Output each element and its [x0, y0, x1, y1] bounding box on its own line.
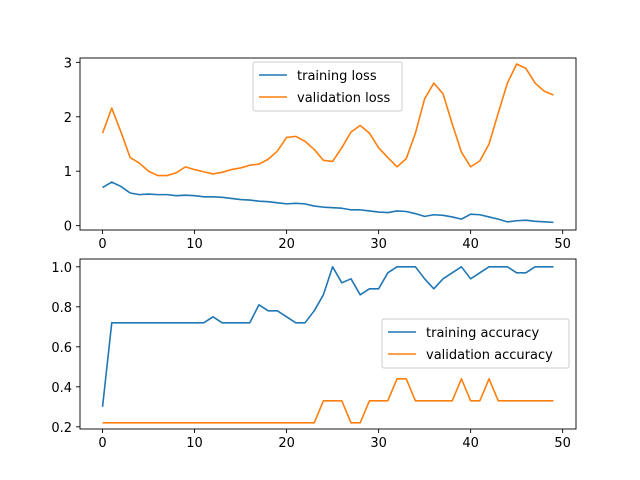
- x-tick-label: 10: [186, 436, 203, 451]
- axes-frame: [79, 57, 577, 231]
- x-tick-label: 0: [98, 237, 106, 252]
- x-tick-label: 20: [278, 237, 295, 252]
- legend-label: training accuracy: [426, 326, 539, 341]
- series-line-training-loss: [102, 181, 554, 224]
- x-tick-label: 40: [462, 436, 479, 451]
- x-tick-label: 40: [462, 237, 479, 252]
- series-line-validation-accuracy: [102, 377, 554, 424]
- series-line-training-accuracy: [101, 265, 554, 407]
- y-tick-label: 1: [64, 165, 72, 180]
- legend-label: validation accuracy: [426, 348, 553, 363]
- legend-label: validation loss: [297, 91, 390, 106]
- x-tick-label: 30: [370, 436, 387, 451]
- legend-box: [252, 61, 403, 112]
- x-tick-label: 50: [554, 436, 571, 451]
- y-tick-label: 0: [64, 220, 72, 235]
- y-tick-label: 3: [64, 56, 72, 71]
- y-tick-label: 1.0: [51, 261, 72, 276]
- legend-box: [381, 318, 570, 369]
- legend-label: training loss: [297, 69, 377, 84]
- x-tick-label: 50: [554, 237, 571, 252]
- axes-frame: [79, 258, 577, 430]
- x-tick-label: 0: [98, 436, 106, 451]
- x-tick-label: 20: [278, 436, 295, 451]
- y-tick-label: 0.4: [51, 381, 72, 396]
- x-tick-label: 30: [370, 237, 387, 252]
- series-line-validation-loss: [101, 63, 554, 177]
- accuracy-panel: 0 10 20 30 40 50 0.2 0.4 0.6 0.8 1.0 training accur…: [51, 258, 577, 451]
- y-tick-label: 0.2: [51, 421, 72, 436]
- y-tick-label: 0.8: [51, 301, 72, 316]
- y-tick-label: 0.6: [51, 341, 72, 356]
- y-tick-label: 2: [64, 111, 72, 126]
- loss-panel: 0 10 20 30 40 50 0 1 2 3 training loss validation l…: [64, 56, 577, 252]
- x-tick-label: 10: [186, 237, 203, 252]
